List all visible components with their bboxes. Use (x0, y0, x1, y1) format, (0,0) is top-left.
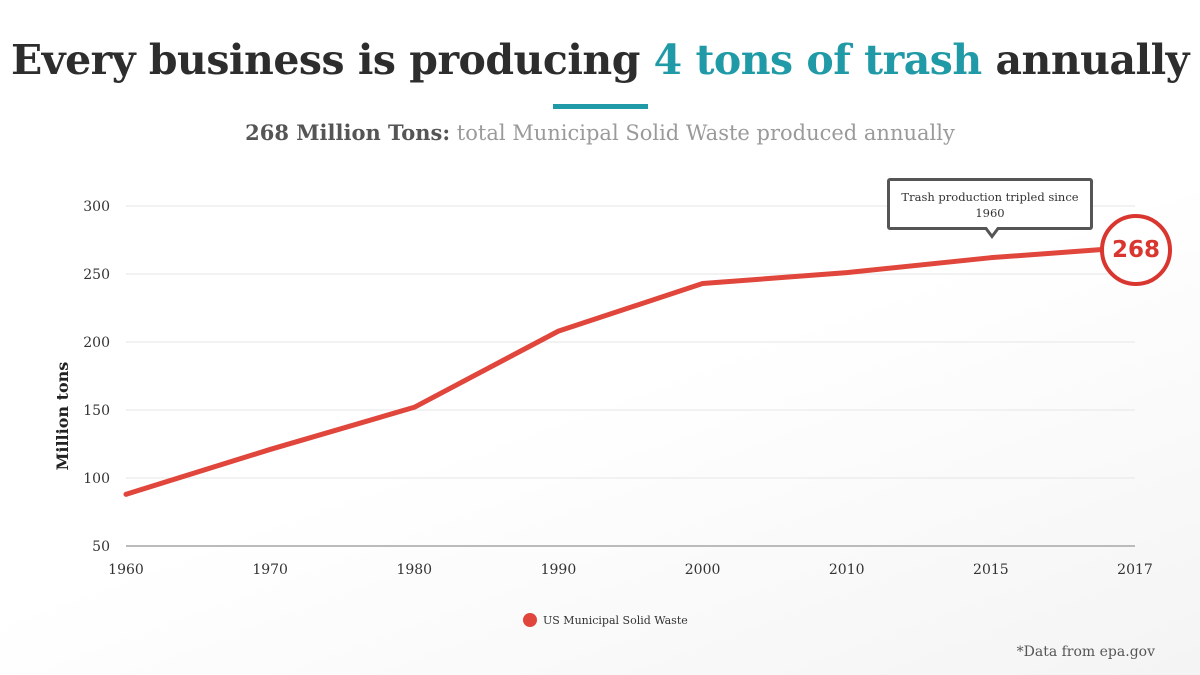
x-tick-label: 1970 (252, 562, 288, 578)
legend: US Municipal Solid Waste (523, 613, 688, 627)
y-tick-label: 250 (83, 267, 110, 283)
subtitle-strong: 268 Million Tons: (245, 120, 451, 145)
title-highlight: 4 tons of trash (653, 36, 983, 84)
y-tick-label: 100 (83, 471, 110, 487)
x-tick-label: 2000 (685, 562, 721, 578)
y-tick-label: 150 (83, 403, 110, 419)
legend-label: US Municipal Solid Waste (543, 613, 688, 627)
y-tick-label: 300 (83, 199, 110, 215)
y-tick-label: 50 (92, 539, 110, 555)
x-tick-label: 2010 (829, 562, 865, 578)
x-tick-label: 1990 (541, 562, 577, 578)
x-tick-label: 2017 (1117, 562, 1153, 578)
series-line (123, 247, 1105, 497)
x-tick-label: 1980 (396, 562, 432, 578)
chart-title: Every business is producing 4 tons of tr… (0, 36, 1200, 84)
title-prefix: Every business is producing (11, 36, 654, 84)
x-tick-label: 2015 (973, 562, 1009, 578)
chart-subtitle: 268 Million Tons: total Municipal Solid … (0, 120, 1200, 145)
y-axis-title: Million tons (53, 362, 72, 471)
title-underline (553, 104, 648, 109)
source-note: *Data from epa.gov (1016, 644, 1155, 660)
annotation-callout: Trash production tripled since 1960 (887, 178, 1093, 230)
x-tick-label: 1960 (108, 562, 144, 578)
y-tick-label: 200 (83, 335, 110, 351)
annotation-pointer-inner (986, 226, 998, 234)
subtitle-rest: total Municipal Solid Waste produced ann… (450, 121, 955, 145)
legend-swatch (523, 613, 537, 627)
title-suffix: annually (981, 36, 1189, 84)
end-value-badge: 268 (1100, 214, 1172, 286)
